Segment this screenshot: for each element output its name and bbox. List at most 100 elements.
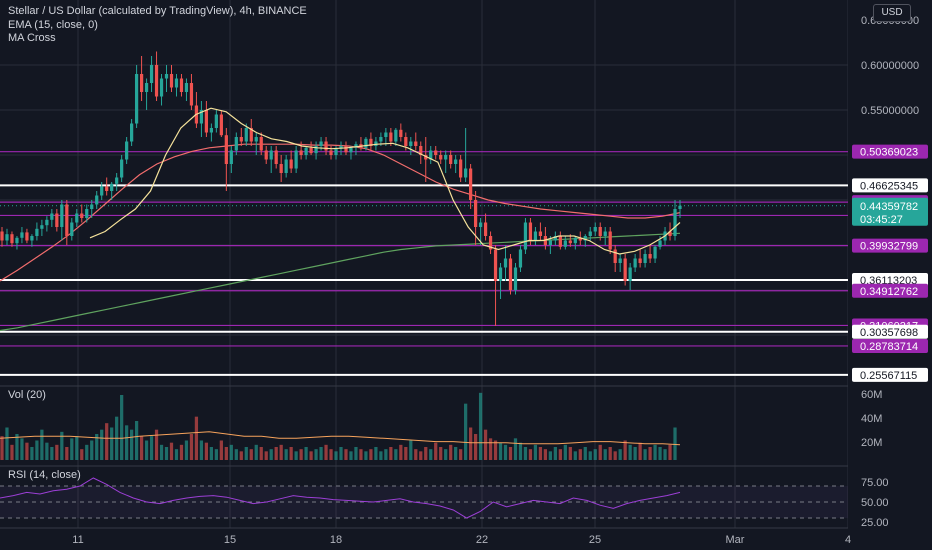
rsi-path <box>0 477 681 519</box>
volume-bar <box>329 449 333 460</box>
candle-body <box>389 132 393 142</box>
volume-bar <box>45 442 49 460</box>
candle-body <box>414 141 418 146</box>
candle-body <box>45 219 49 226</box>
candle-body <box>464 168 468 178</box>
candle-body <box>274 150 278 164</box>
candle-body <box>424 155 428 160</box>
volume-bar <box>483 429 488 460</box>
candle-body <box>125 141 129 160</box>
candle-body <box>95 195 99 205</box>
volume-bar <box>0 436 4 460</box>
symbol-legend[interactable]: Stellar / US Dollar (calculated by Tradi… <box>8 5 307 17</box>
volume-bar <box>389 447 393 460</box>
volume-bar <box>508 447 513 460</box>
candle-body <box>169 74 174 88</box>
volume-bar <box>464 403 468 460</box>
candle-body <box>174 78 179 88</box>
candle-body <box>60 204 64 227</box>
ma-cross-legend[interactable]: MA Cross <box>8 32 56 44</box>
volume-bar <box>354 447 358 460</box>
volume-bar <box>10 444 14 460</box>
candle-body <box>628 267 632 281</box>
currency-button[interactable]: USD <box>873 4 911 22</box>
ma-slow-line <box>0 232 681 332</box>
volume-bar <box>289 447 293 460</box>
ema-legend[interactable]: EMA (15, close, 0) <box>8 19 98 31</box>
current-price-box <box>852 197 928 226</box>
volume-bar <box>164 447 169 460</box>
volume-bar <box>593 449 597 460</box>
volume-bar <box>85 444 89 460</box>
volume-bar <box>25 442 29 460</box>
level-label-box <box>852 178 928 193</box>
candle-body <box>673 209 677 236</box>
volume-bar <box>548 451 553 460</box>
rsi-legend[interactable]: RSI (14, close) <box>8 469 81 481</box>
volume-bar <box>623 440 627 460</box>
candle-body <box>339 146 343 149</box>
volume-bar <box>409 440 413 460</box>
volume-bar <box>439 447 443 460</box>
volume-legend[interactable]: Vol (20) <box>8 389 46 401</box>
candle-body <box>65 204 69 236</box>
candle-body <box>224 135 228 164</box>
candle-body <box>618 258 622 263</box>
level-label: 0.28783714 <box>860 341 918 353</box>
volume-bar <box>374 447 378 460</box>
volume-bar <box>473 434 478 460</box>
candle-body <box>638 258 642 263</box>
current-price-label: 0.44359782 <box>860 201 918 213</box>
ma-fast-line <box>0 143 681 282</box>
volume-bar <box>653 444 657 460</box>
candle-body <box>234 137 238 151</box>
candle-body <box>478 222 483 227</box>
candle-body <box>159 78 164 97</box>
level-label-box <box>852 367 928 382</box>
level-label-box <box>852 272 928 287</box>
candle-body <box>508 258 513 290</box>
volume-tick-label: 20M <box>861 437 882 449</box>
candle-body <box>154 65 159 97</box>
candle-body <box>653 246 657 259</box>
volume-bar <box>224 447 228 460</box>
candle-body <box>110 183 114 191</box>
volume-bar <box>314 449 318 460</box>
volume-bar <box>459 449 463 460</box>
candle-body <box>344 146 348 153</box>
level-label: 0.46625345 <box>860 180 918 192</box>
candle-body <box>100 186 104 196</box>
candle-body <box>563 240 567 247</box>
volume-bar <box>503 444 508 460</box>
volume-bar <box>174 449 179 460</box>
volume-bar <box>204 442 209 460</box>
rsi-pane <box>0 477 848 519</box>
volume-bar <box>533 444 538 460</box>
volume-bar <box>379 451 383 460</box>
volume-bar <box>364 451 368 460</box>
volume-bar <box>139 436 144 460</box>
volume-bar <box>598 444 602 460</box>
candle-body <box>249 128 253 142</box>
candle-body <box>573 237 577 244</box>
time-tick-label: Mar <box>726 534 745 546</box>
candle-body <box>299 150 303 155</box>
volume-bar <box>324 444 328 460</box>
rsi-tick-label: 25.00 <box>861 517 889 529</box>
candle-body <box>633 258 637 268</box>
volume-bar <box>658 447 662 460</box>
candle-body <box>129 123 134 142</box>
candle-body <box>309 147 313 154</box>
volume-bar <box>518 442 523 460</box>
volume-bar <box>110 427 114 460</box>
volume-tick-label: 40M <box>861 413 882 425</box>
candle-body <box>229 150 233 164</box>
candle-body <box>85 209 89 218</box>
volume-bar <box>553 447 557 460</box>
candle-body <box>164 74 169 79</box>
candle-body <box>279 164 283 173</box>
candle-body <box>449 155 453 164</box>
candle-body <box>468 168 473 200</box>
volume-bar <box>384 449 388 460</box>
